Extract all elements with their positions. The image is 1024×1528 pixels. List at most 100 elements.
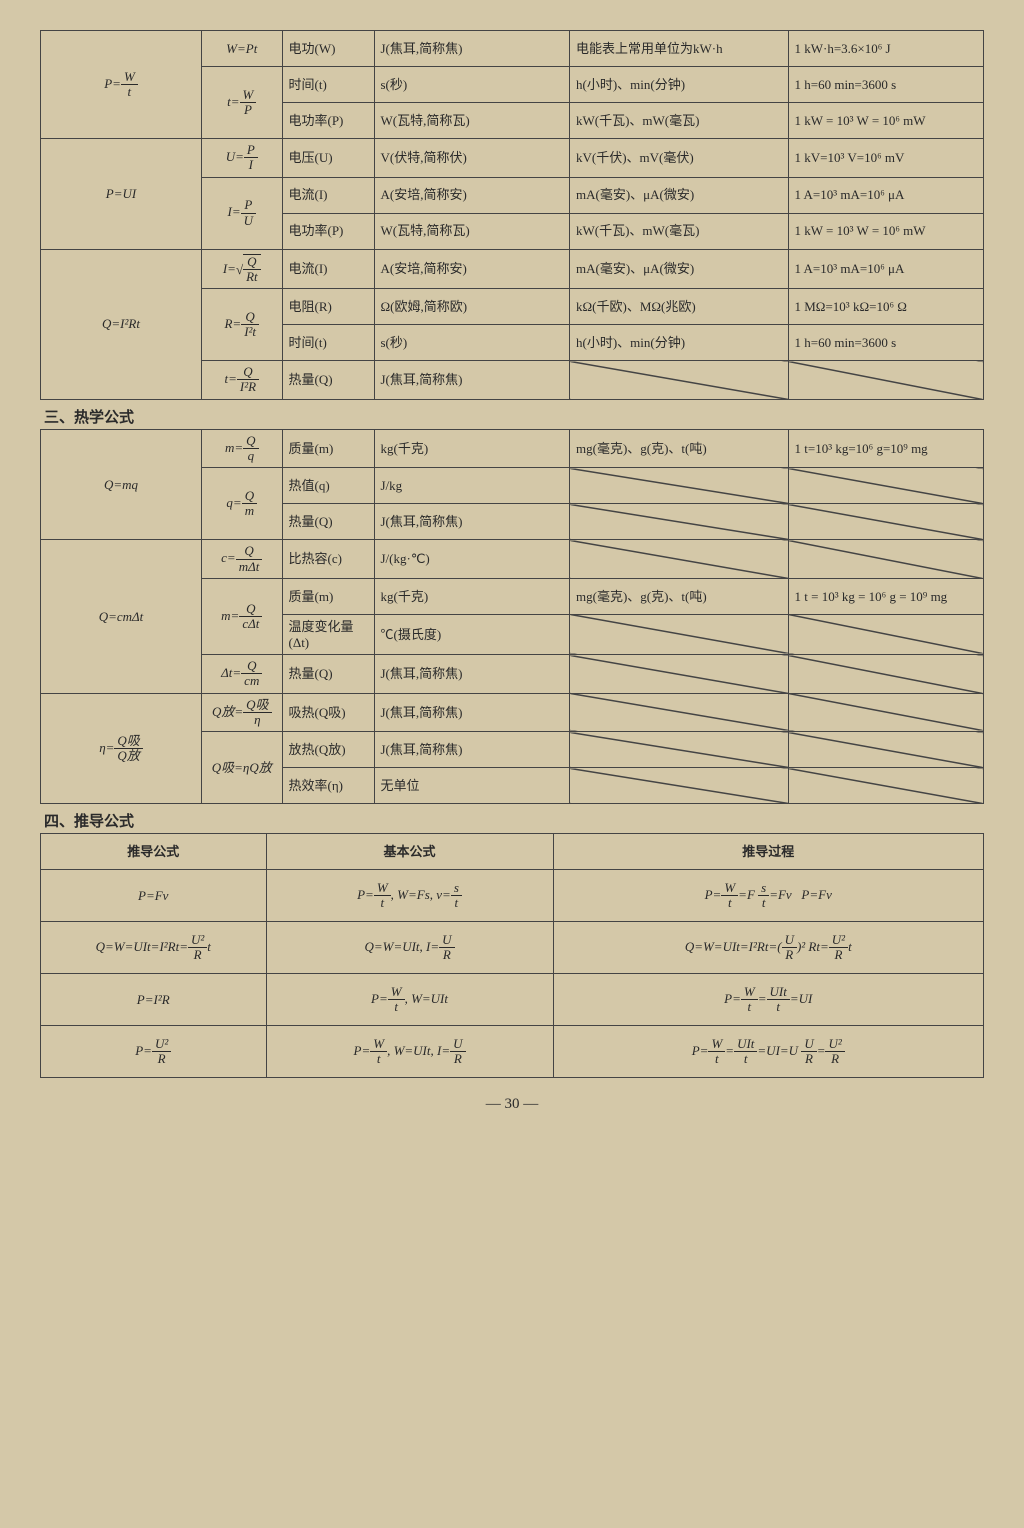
diag-cell xyxy=(570,655,789,694)
cell: 1 A=10³ mA=10⁶ μA xyxy=(788,249,984,289)
cell: 电功率(P) xyxy=(282,213,374,249)
cell: P=Wt, W=Fs, v=st xyxy=(266,870,553,922)
cell: 1 kW = 10³ W = 10⁶ mW xyxy=(788,103,984,139)
cell: J/kg xyxy=(374,468,570,504)
cell: Q=W=UIt=I²Rt=U²Rt xyxy=(41,922,267,974)
cell: 电阻(R) xyxy=(282,289,374,325)
cell: U=PI xyxy=(202,139,283,178)
cell: P=Wt=UItt=UI xyxy=(553,974,984,1026)
cell: 热量(Q) xyxy=(282,361,374,400)
cell: 1 A=10³ mA=10⁶ μA xyxy=(788,177,984,213)
cell: Q=mq xyxy=(41,429,202,540)
cell: V(伏特,简称伏) xyxy=(374,139,570,178)
cell: P=U²R xyxy=(41,1026,267,1078)
diag-cell xyxy=(788,614,984,654)
table-row: P=U²RP=Wt, W=UIt, I=URP=Wt=UItt=UI=U UR=… xyxy=(41,1026,984,1078)
cell: P=Wt=UItt=UI=U UR=U²R xyxy=(553,1026,984,1078)
cell: 无单位 xyxy=(374,768,570,804)
diag-cell xyxy=(570,504,789,540)
cell: s(秒) xyxy=(374,67,570,103)
cell: Q=cmΔt xyxy=(41,540,202,693)
cell: m=QcΔt xyxy=(202,578,283,654)
cell: 热量(Q) xyxy=(282,655,374,694)
diag-cell xyxy=(570,732,789,768)
cell: 热效率(η) xyxy=(282,768,374,804)
cell: 1 kV=10³ V=10⁶ mV xyxy=(788,139,984,178)
diag-cell xyxy=(788,468,984,504)
cell: J(焦耳,简称焦) xyxy=(374,361,570,400)
cell: 放热(Q放) xyxy=(282,732,374,768)
cell: t=QI²R xyxy=(202,361,283,400)
header-cell: 基本公式 xyxy=(266,834,553,870)
cell: W=Pt xyxy=(202,31,283,67)
cell: 吸热(Q吸) xyxy=(282,693,374,732)
cell: P=UI xyxy=(41,139,202,250)
cell: J(焦耳,简称焦) xyxy=(374,31,570,67)
cell: 1 MΩ=10³ kΩ=10⁶ Ω xyxy=(788,289,984,325)
cell: mA(毫安)、μA(微安) xyxy=(570,177,789,213)
cell: P=I²R xyxy=(41,974,267,1026)
cell: 电能表上常用单位为kW·h xyxy=(570,31,789,67)
header-cell: 推导过程 xyxy=(553,834,984,870)
cell: 温度变化量(Δt) xyxy=(282,614,374,654)
section-4-title: 四、推导公式 xyxy=(44,810,984,831)
table-row: Q=I²RtI=√QRt电流(I)A(安培,简称安)mA(毫安)、μA(微安)1… xyxy=(41,249,984,289)
cell: kg(千克) xyxy=(374,429,570,468)
cell: P=Fv xyxy=(41,870,267,922)
cell: t=WP xyxy=(202,67,283,139)
cell: 热值(q) xyxy=(282,468,374,504)
diag-cell xyxy=(788,540,984,579)
cell: s(秒) xyxy=(374,325,570,361)
cell: A(安培,简称安) xyxy=(374,249,570,289)
cell: P=Wt xyxy=(41,31,202,139)
cell: mg(毫克)、g(克)、t(吨) xyxy=(570,578,789,614)
diag-cell xyxy=(788,768,984,804)
diag-cell xyxy=(570,361,789,400)
diag-cell xyxy=(788,361,984,400)
table-row: 推导公式基本公式推导过程 xyxy=(41,834,984,870)
cell: W(瓦特,简称瓦) xyxy=(374,213,570,249)
cell: 1 kW = 10³ W = 10⁶ mW xyxy=(788,213,984,249)
cell: R=QI²t xyxy=(202,289,283,361)
cell: m=Qq xyxy=(202,429,283,468)
diag-cell xyxy=(570,693,789,732)
cell: J/(kg·℃) xyxy=(374,540,570,579)
cell: J(焦耳,简称焦) xyxy=(374,693,570,732)
cell: 时间(t) xyxy=(282,325,374,361)
cell: h(小时)、min(分钟) xyxy=(570,325,789,361)
cell: J(焦耳,简称焦) xyxy=(374,655,570,694)
cell: Q放=Q吸η xyxy=(202,693,283,732)
diag-cell xyxy=(788,655,984,694)
cell: Q=W=UIt, I=UR xyxy=(266,922,553,974)
diag-cell xyxy=(788,732,984,768)
table-electric: P=WtW=Pt电功(W)J(焦耳,简称焦)电能表上常用单位为kW·h1 kW·… xyxy=(40,30,984,400)
cell: Ω(欧姆,简称欧) xyxy=(374,289,570,325)
cell: 电功率(P) xyxy=(282,103,374,139)
cell: 质量(m) xyxy=(282,578,374,614)
diag-cell xyxy=(788,504,984,540)
cell: h(小时)、min(分钟) xyxy=(570,67,789,103)
table-row: Q=W=UIt=I²Rt=U²RtQ=W=UIt, I=URQ=W=UIt=I²… xyxy=(41,922,984,974)
cell: P=Wt=F st=Fv P=Fv xyxy=(553,870,984,922)
cell: kW(千瓦)、mW(毫瓦) xyxy=(570,103,789,139)
cell: 时间(t) xyxy=(282,67,374,103)
cell: A(安培,简称安) xyxy=(374,177,570,213)
cell: Q=W=UIt=I²Rt=(UR)² Rt=U²Rt xyxy=(553,922,984,974)
cell: kg(千克) xyxy=(374,578,570,614)
cell: Δt=Qcm xyxy=(202,655,283,694)
cell: kW(千瓦)、mW(毫瓦) xyxy=(570,213,789,249)
table-row: Q=cmΔtc=QmΔt比热容(c)J/(kg·℃) xyxy=(41,540,984,579)
cell: W(瓦特,简称瓦) xyxy=(374,103,570,139)
cell: c=QmΔt xyxy=(202,540,283,579)
cell: mA(毫安)、μA(微安) xyxy=(570,249,789,289)
header-cell: 推导公式 xyxy=(41,834,267,870)
diag-cell xyxy=(788,693,984,732)
cell: 电压(U) xyxy=(282,139,374,178)
page-number: — 30 — xyxy=(40,1096,984,1113)
diag-cell xyxy=(570,540,789,579)
table-heat: Q=mqm=Qq质量(m)kg(千克)mg(毫克)、g(克)、t(吨)1 t=1… xyxy=(40,429,984,805)
cell: 质量(m) xyxy=(282,429,374,468)
cell: 1 t = 10³ kg = 10⁶ g = 10⁹ mg xyxy=(788,578,984,614)
cell: q=Qm xyxy=(202,468,283,540)
cell: ℃(摄氏度) xyxy=(374,614,570,654)
